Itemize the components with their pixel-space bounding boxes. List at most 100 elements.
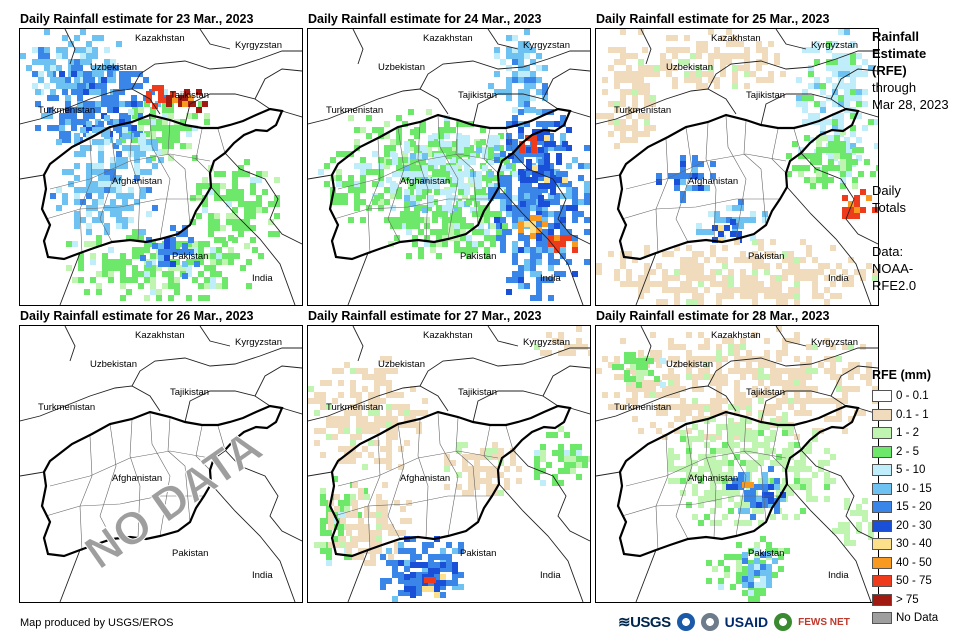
rainfall-cell [392,416,398,422]
rainfall-cell [554,241,560,247]
rainfall-cell [168,131,174,137]
rainfall-cell [758,416,764,422]
rainfall-cell [662,299,668,305]
rainfall-cell [68,41,74,47]
rainfall-cell [354,187,360,193]
rainfall-cell [198,259,204,265]
rainfall-cell [696,229,702,235]
rainfall-cell [708,59,714,65]
rainfall-cell [644,245,650,251]
rainfall-cell [162,119,168,125]
rainfall-cell [338,524,344,530]
rainfall-cell [776,356,782,362]
rainfall-cell [320,518,326,524]
rainfall-cell [844,71,850,77]
rainfall-cell [572,247,578,253]
rainfall-cell [728,368,734,374]
rainfall-cell [128,151,134,157]
rainfall-cell [170,261,176,267]
rainfall-cell [35,125,41,131]
country-border [199,29,231,50]
rainfall-cell [71,89,77,95]
rainfall-cell [544,153,550,159]
rainfall-cell [844,522,850,528]
rainfall-cell [208,219,214,225]
rainfall-cell [531,141,537,147]
rainfall-cell [756,65,762,71]
rainfall-cell [506,277,512,283]
rainfall-cell [794,257,800,263]
rainfall-cell [484,229,490,235]
rainfall-cell [776,326,782,332]
rainfall-cell [498,472,504,478]
province-border [337,153,499,190]
rainfall-cell [820,119,826,125]
rainfall-cell [498,490,504,496]
province-border [725,412,747,537]
rainfall-cell [131,71,137,77]
rainfall-cell [410,129,416,135]
rainfall-cell [326,416,332,422]
rainfall-cell [326,548,332,554]
rainfall-cell [692,275,698,281]
rainfall-cell [442,205,448,211]
legend-swatch [872,408,892,421]
province-border [625,450,787,487]
rainfall-cell [692,155,698,161]
rainfall-cell [536,109,542,115]
rainfall-cell [710,416,716,422]
rainfall-cell [89,83,95,89]
rainfall-cell [518,127,524,133]
rainfall-cell [746,418,752,424]
rainfall-cell [530,233,536,239]
rainfall-cell [750,71,756,77]
rainfall-cell [638,287,644,293]
rainfall-cell [672,35,678,41]
rainfall-cell [156,265,162,271]
rainfall-cell [332,422,338,428]
rainfall-cell [648,358,654,364]
map-label-tajikistan: Tajikistan [746,387,785,398]
rainfall-cell [554,193,560,199]
rainfall-cell [742,582,748,588]
rainfall-cell [548,145,554,151]
rainfall-cell [818,269,824,275]
rainfall-cell [107,119,113,125]
rainfall-cell [728,269,734,275]
rainfall-cell [416,171,422,177]
rainfall-cell [440,147,446,153]
rainfall-cell [704,406,710,412]
rainfall-cell [708,211,714,217]
rainfall-cell [512,171,518,177]
rainfall-cell [686,263,692,269]
rainfall-cell [840,153,846,159]
rainfall-cell [722,514,728,520]
rainfall-cell [134,151,140,157]
rainfall-cell [746,350,752,356]
rainfall-cell [716,299,722,305]
rainfall-cell [848,386,854,392]
rainfall-cell [320,530,326,536]
legend-item: 10 - 15 [872,480,938,499]
rainfall-cell [544,201,550,207]
rainfall-cell [524,151,530,157]
rainfall-cell [446,177,452,183]
rainfall-cell [806,386,812,392]
rainfall-cell [110,211,116,217]
rainfall-cell [714,77,720,83]
rainfall-cell [716,386,722,392]
rainfall-cell [384,145,390,151]
rainfall-cell [704,185,710,191]
rainfall-cell [740,460,746,466]
rainfall-cell [776,380,782,386]
rainfall-cell [850,510,856,516]
side-title: Rainfall Estimate (RFE) through Mar 28, … [872,28,949,113]
rainfall-cell [614,47,620,53]
rainfall-cell [202,183,208,189]
rainfall-cell [128,187,134,193]
rainfall-cell [78,277,84,283]
province-border [705,419,717,539]
rainfall-cell [668,466,674,472]
rainfall-cell [156,295,162,301]
rainfall-cell [596,269,602,275]
